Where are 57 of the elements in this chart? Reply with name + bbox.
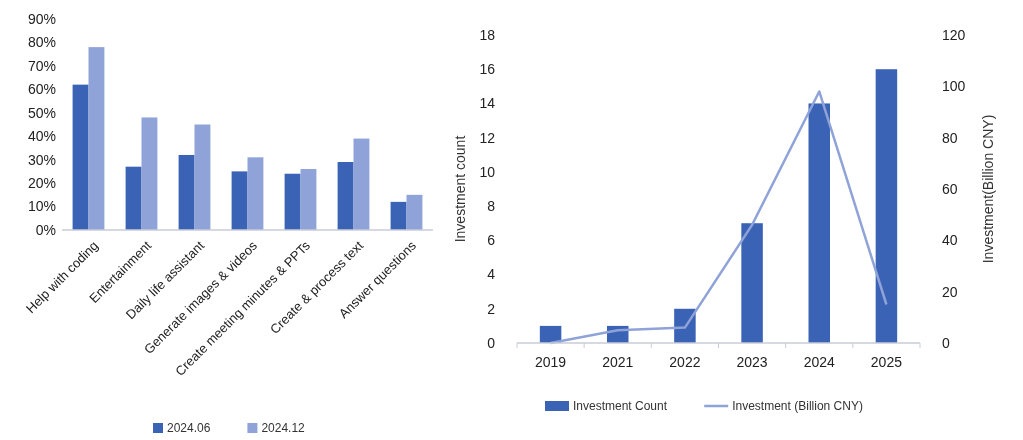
line-series: [549, 90, 888, 345]
x-tick-label: 2025: [870, 354, 903, 370]
bar: [247, 157, 264, 230]
x-tick-label: 2024: [803, 354, 836, 370]
y2-tick-label: 0: [942, 334, 950, 351]
y2-tick-label: 80: [942, 129, 958, 146]
y-tick-label: 10%: [27, 198, 56, 215]
bar: [353, 138, 370, 230]
bar: [875, 69, 898, 343]
bar: [125, 166, 142, 230]
y-axis-title: Investment count: [452, 135, 468, 243]
x-tick-label: 2019: [535, 354, 567, 370]
y-tick-label: 10: [479, 163, 496, 180]
bar: [178, 154, 195, 230]
y2-tick-label: 20: [942, 283, 958, 300]
y-tick-label: 18: [479, 26, 496, 43]
y2-axis-title: Investment(Billion CNY): [980, 114, 996, 264]
y-tick-label: 6: [487, 232, 496, 249]
bar: [337, 162, 354, 230]
bar: [390, 201, 407, 230]
bar: [194, 124, 211, 230]
bar: [300, 169, 317, 230]
y-tick-label: 14: [479, 95, 496, 112]
x-tick-label: 2022: [669, 354, 701, 370]
y-tick-label: 70%: [27, 57, 56, 74]
bar: [72, 84, 89, 230]
legend-label: Investment (Billion CNY): [732, 399, 863, 413]
y-tick-label: 8: [487, 198, 496, 215]
bar: [741, 223, 763, 343]
x-tick-label: 2023: [736, 354, 768, 370]
y2-tick-label: 40: [942, 232, 958, 249]
y-tick-label: 0%: [35, 221, 56, 238]
y-tick-label: 40%: [27, 128, 56, 145]
y-tick-label: 0: [487, 334, 496, 351]
y-tick-label: 80%: [27, 34, 56, 51]
x-tick-label: 2021: [602, 354, 634, 370]
bar: [231, 171, 248, 230]
y2-tick-label: 60: [942, 180, 958, 197]
bar: [141, 117, 158, 230]
y-tick-label: 12: [479, 129, 496, 146]
y-tick-label: 4: [487, 266, 496, 283]
legend-label: 2024.12: [261, 421, 306, 435]
y-tick-label: 20%: [27, 175, 56, 192]
bar: [406, 194, 423, 230]
y2-tick-label: 120: [942, 26, 966, 43]
y-tick-label: 90%: [27, 10, 56, 27]
y-tick-label: 16: [479, 61, 496, 78]
bar: [88, 47, 105, 230]
y-tick-label: 60%: [27, 81, 56, 98]
y-tick-label: 30%: [27, 151, 56, 168]
legend-label: 2024.06: [167, 421, 211, 435]
y2-tick-label: 100: [942, 78, 966, 95]
legend-label: Investment Count: [573, 399, 668, 413]
y-tick-label: 50%: [27, 104, 56, 121]
bar: [284, 173, 301, 230]
y-tick-label: 2: [487, 300, 496, 317]
bar: [808, 103, 830, 343]
